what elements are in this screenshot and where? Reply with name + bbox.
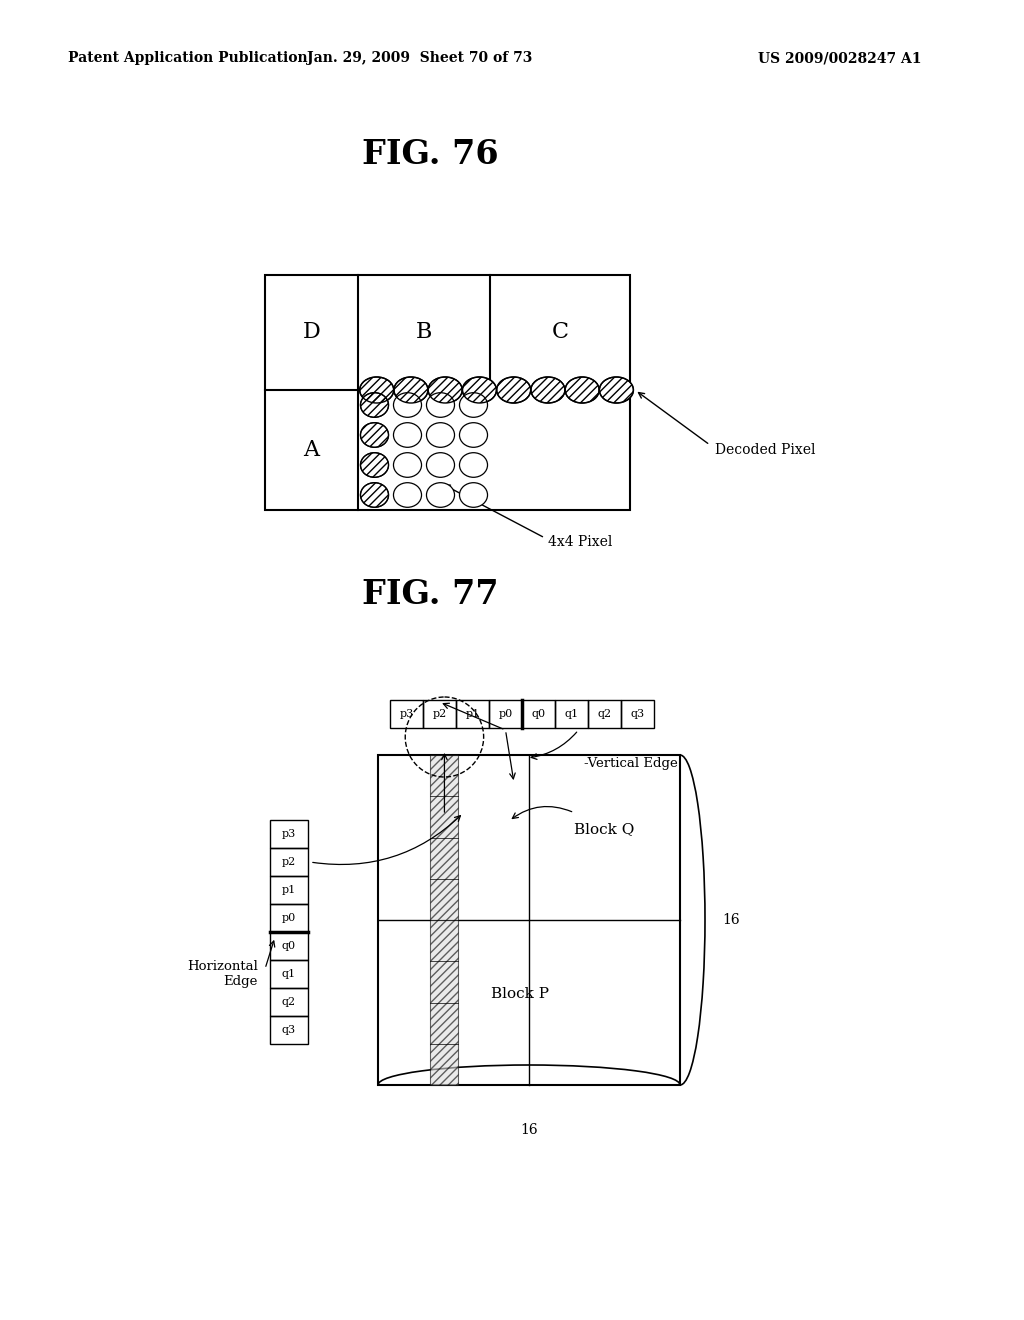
- Ellipse shape: [463, 378, 497, 403]
- Ellipse shape: [393, 453, 422, 478]
- Ellipse shape: [565, 378, 599, 403]
- Text: p2: p2: [282, 857, 296, 867]
- Bar: [270, 1016, 308, 1044]
- Text: Decoded Pixel: Decoded Pixel: [715, 444, 815, 457]
- Text: 16: 16: [520, 1123, 538, 1137]
- Ellipse shape: [359, 378, 393, 403]
- Bar: [621, 700, 654, 729]
- Text: q1: q1: [564, 709, 579, 719]
- Text: p3: p3: [282, 829, 296, 840]
- Ellipse shape: [393, 483, 422, 507]
- Ellipse shape: [426, 392, 455, 417]
- Text: p3: p3: [399, 709, 414, 719]
- Text: B: B: [416, 322, 432, 343]
- Bar: [588, 700, 621, 729]
- Ellipse shape: [426, 483, 455, 507]
- Ellipse shape: [360, 483, 388, 507]
- Text: p2: p2: [432, 709, 446, 719]
- Bar: [270, 987, 308, 1016]
- Ellipse shape: [394, 378, 428, 403]
- Ellipse shape: [497, 378, 530, 403]
- Text: q1: q1: [282, 969, 296, 979]
- Ellipse shape: [460, 453, 487, 478]
- Ellipse shape: [530, 378, 565, 403]
- Bar: [270, 932, 308, 960]
- Ellipse shape: [428, 378, 462, 403]
- Bar: [270, 847, 308, 876]
- Ellipse shape: [460, 392, 487, 417]
- Text: q2: q2: [597, 709, 611, 719]
- Bar: [423, 700, 456, 729]
- Bar: [270, 960, 308, 987]
- Bar: [390, 700, 423, 729]
- Text: Horizontal
Edge: Horizontal Edge: [187, 960, 258, 987]
- Text: q2: q2: [282, 997, 296, 1007]
- Text: p0: p0: [282, 913, 296, 923]
- Ellipse shape: [360, 422, 388, 447]
- Text: -Vertical Edge: -Vertical Edge: [584, 756, 677, 770]
- Bar: [378, 755, 680, 1085]
- Text: Block P: Block P: [490, 987, 549, 1002]
- Ellipse shape: [426, 422, 455, 447]
- Bar: [430, 755, 459, 1085]
- Ellipse shape: [599, 378, 634, 403]
- Text: C: C: [552, 322, 568, 343]
- Text: p1: p1: [465, 709, 479, 719]
- Text: Jan. 29, 2009  Sheet 70 of 73: Jan. 29, 2009 Sheet 70 of 73: [307, 51, 532, 65]
- Ellipse shape: [426, 453, 455, 478]
- Bar: [270, 876, 308, 904]
- Bar: [270, 820, 308, 847]
- Text: q0: q0: [531, 709, 546, 719]
- Text: q0: q0: [282, 941, 296, 950]
- Ellipse shape: [393, 422, 422, 447]
- Text: Patent Application Publication: Patent Application Publication: [68, 51, 307, 65]
- Text: US 2009/0028247 A1: US 2009/0028247 A1: [758, 51, 922, 65]
- Ellipse shape: [360, 453, 388, 478]
- Text: Block Q: Block Q: [574, 822, 635, 837]
- Bar: [555, 700, 588, 729]
- Text: p0: p0: [499, 709, 513, 719]
- Text: D: D: [303, 322, 321, 343]
- Text: FIG. 76: FIG. 76: [361, 139, 499, 172]
- Text: 16: 16: [722, 913, 739, 927]
- Bar: [522, 700, 555, 729]
- Text: FIG. 77: FIG. 77: [361, 578, 499, 611]
- Ellipse shape: [460, 422, 487, 447]
- Bar: [489, 700, 522, 729]
- Ellipse shape: [460, 483, 487, 507]
- Text: A: A: [303, 440, 319, 461]
- Text: q3: q3: [282, 1026, 296, 1035]
- Ellipse shape: [360, 392, 388, 417]
- Text: 4x4 Pixel: 4x4 Pixel: [548, 535, 612, 549]
- Text: q3: q3: [631, 709, 644, 719]
- Ellipse shape: [393, 392, 422, 417]
- Bar: [270, 904, 308, 932]
- Text: p1: p1: [282, 884, 296, 895]
- Bar: [456, 700, 489, 729]
